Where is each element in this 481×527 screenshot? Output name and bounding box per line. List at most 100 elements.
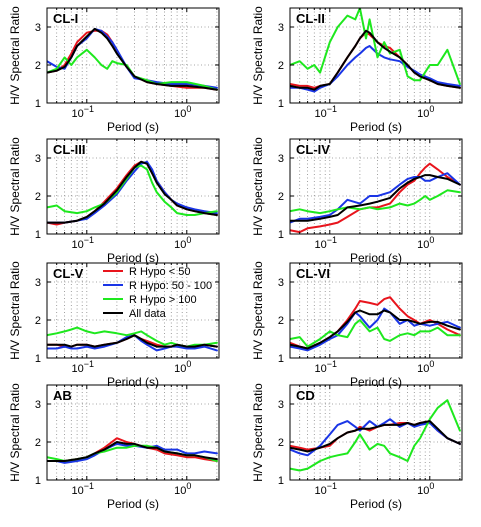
- y-tick-label: 1: [35, 353, 41, 365]
- panel-title: CL-IV: [296, 142, 330, 157]
- panel-cl-vi: 1 2 3 10−1 100 Period (s) H/V Spectral Ratio CL…: [251, 261, 463, 389]
- axes-frame: [289, 262, 463, 359]
- axes-frame: [46, 384, 220, 481]
- x-axis-label: Period (s): [350, 375, 402, 389]
- y-tick-label: 2: [35, 437, 41, 449]
- panel-cd: 1 2 3 10−1 100 Period (s) H/V Spectral Ratio CD: [251, 383, 463, 511]
- x-axis-label: Period (s): [107, 120, 159, 134]
- x-tick-label: 100: [174, 359, 191, 375]
- series-group: [290, 8, 461, 93]
- axes-frame: [289, 138, 463, 235]
- x-axis-label: Period (s): [107, 251, 159, 265]
- y-tick-label: 2: [278, 60, 284, 72]
- series-line-black: [290, 309, 461, 350]
- panel-cl-iii: 1 2 3 10−1 100 Period (s) H/V Spectral Ratio CL…: [8, 137, 220, 265]
- y-tick-label: 2: [35, 191, 41, 203]
- x-tick-label: 10−1: [72, 481, 95, 497]
- series-line-red: [47, 29, 218, 91]
- y-tick-label: 3: [35, 277, 41, 289]
- x-tick-label: 100: [174, 104, 191, 120]
- series-line-black: [47, 441, 218, 462]
- series-group: [47, 326, 218, 352]
- x-tick-label: 100: [417, 481, 434, 497]
- panel-cl-iv: 1 2 3 10−1 100 Period (s) H/V Spectral Ratio CL…: [251, 137, 463, 265]
- series-line-black: [290, 174, 461, 222]
- y-axis-label: H/V Spectral Ratio: [251, 261, 265, 360]
- y-tick-label: 1: [35, 98, 41, 110]
- x-axis-label: Period (s): [107, 375, 159, 389]
- x-tick-label: 100: [417, 359, 434, 375]
- y-tick-label: 1: [35, 229, 41, 241]
- series-line-black: [47, 334, 218, 348]
- series-line-black: [290, 29, 461, 91]
- legend: R Hypo < 50 R Hypo: 50 - 100 R Hypo > 100 A…: [103, 266, 212, 320]
- panel-ab: 1 2 3 10−1 100 Period (s) H/V Spectral Ratio AB: [8, 383, 220, 511]
- y-tick-label: 1: [278, 229, 284, 241]
- series-group: [47, 437, 218, 464]
- panel-title: CD: [296, 388, 315, 403]
- x-tick-label: 10−1: [315, 235, 338, 251]
- y-tick-label: 3: [278, 277, 284, 289]
- panel-title: AB: [53, 388, 72, 403]
- series-group: [47, 160, 218, 226]
- series-line-black: [47, 27, 218, 91]
- y-tick-label: 2: [278, 315, 284, 327]
- series-line-green: [47, 164, 218, 216]
- x-axis-label: Period (s): [350, 120, 402, 134]
- panel-title: CL-I: [53, 11, 78, 26]
- y-tick-label: 1: [278, 353, 284, 365]
- series-line-green: [290, 319, 461, 348]
- axes-frame: [289, 384, 463, 481]
- y-tick-label: 1: [278, 475, 284, 487]
- series-group: [290, 162, 461, 234]
- grid: [46, 385, 219, 481]
- series-line-green: [290, 189, 461, 215]
- panel-cl-i: 1 2 3 10−1 100 Period (s) H/V Spectral Ratio CL…: [8, 6, 220, 134]
- y-tick-label: 3: [278, 153, 284, 165]
- legend-label: R Hypo > 100: [129, 294, 197, 306]
- x-tick-label: 10−1: [72, 359, 95, 375]
- series-line-blue: [290, 45, 461, 93]
- y-tick-label: 2: [35, 315, 41, 327]
- x-tick-label: 100: [174, 481, 191, 497]
- x-tick-label: 10−1: [315, 359, 338, 375]
- series-group: [290, 296, 461, 352]
- y-axis-label: H/V Spectral Ratio: [8, 383, 22, 482]
- panel-title: CL-VI: [296, 266, 330, 281]
- x-tick-label: 10−1: [72, 235, 95, 251]
- x-axis-label: Period (s): [107, 497, 159, 511]
- series-group: [47, 27, 218, 91]
- y-axis-label: H/V Spectral Ratio: [8, 261, 22, 360]
- series-line-red: [290, 162, 461, 234]
- y-tick-label: 3: [278, 22, 284, 34]
- y-tick-label: 3: [35, 399, 41, 411]
- series-line-black: [290, 420, 461, 453]
- panel-title: CL-II: [296, 11, 325, 26]
- x-tick-label: 100: [417, 104, 434, 120]
- x-tick-label: 10−1: [72, 104, 95, 120]
- grid: [289, 385, 462, 481]
- x-tick-label: 100: [417, 235, 434, 251]
- y-axis-label: H/V Spectral Ratio: [8, 137, 22, 236]
- series-group: [290, 399, 461, 472]
- series-line-green: [290, 399, 461, 472]
- x-tick-label: 10−1: [315, 481, 338, 497]
- axes-frame: [46, 138, 220, 235]
- y-tick-label: 1: [278, 98, 284, 110]
- y-tick-label: 3: [35, 153, 41, 165]
- series-line-blue: [47, 27, 218, 89]
- axes-frame: [289, 7, 463, 104]
- y-axis-label: H/V Spectral Ratio: [251, 6, 265, 105]
- y-tick-label: 2: [278, 191, 284, 203]
- y-tick-label: 3: [278, 399, 284, 411]
- x-axis-label: Period (s): [350, 251, 402, 265]
- legend-label: R Hypo: 50 - 100: [129, 280, 212, 292]
- y-axis-label: H/V Spectral Ratio: [251, 383, 265, 482]
- series-line-blue: [290, 172, 461, 224]
- series-line-green: [290, 8, 461, 85]
- y-tick-label: 2: [35, 60, 41, 72]
- series-line-blue: [290, 307, 461, 352]
- legend-label: R Hypo < 50: [129, 266, 190, 278]
- series-line-black: [47, 160, 218, 224]
